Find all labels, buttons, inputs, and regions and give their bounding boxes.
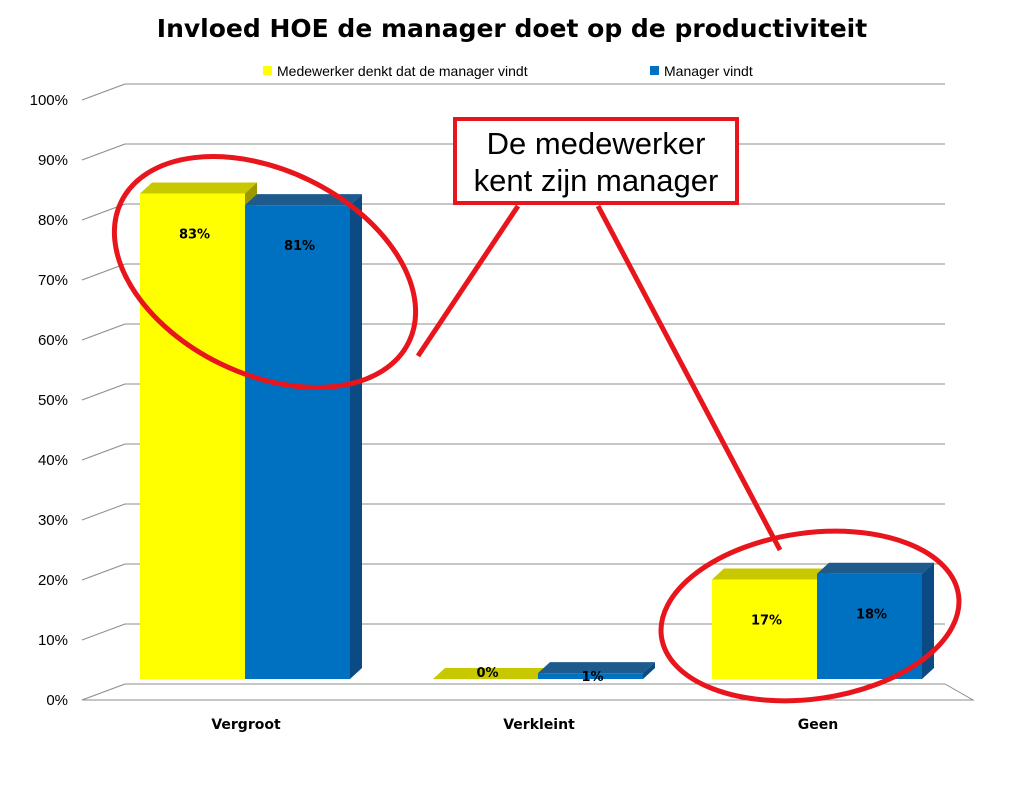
callout-box: De medewerker kent zijn manager: [453, 117, 739, 205]
highlight-ellipse-vergroot: [111, 154, 419, 390]
gridline-depth: [81, 323, 126, 341]
y-tick-label: 70%: [38, 272, 68, 289]
bar: [538, 673, 643, 679]
y-tick-label: 80%: [38, 212, 68, 229]
legend-label-medewerker: Medewerker denkt dat de manager vindt: [277, 63, 528, 79]
y-tick-label: 90%: [38, 152, 68, 169]
floor-edge: [82, 683, 975, 701]
legend-item-medewerker: Medewerker denkt dat de manager vindt: [263, 63, 528, 79]
bar-side: [643, 662, 655, 679]
data-label: 81%: [284, 239, 315, 254]
legend: Medewerker denkt dat de manager vindt Ma…: [0, 63, 1024, 83]
legend-swatch-yellow: [263, 66, 272, 75]
bars: 83% 81% 0% 1% 17% 18%: [140, 182, 934, 685]
x-tick-label: Vergroot: [211, 717, 281, 733]
data-label: 83%: [179, 227, 210, 242]
bar-top: [245, 194, 362, 206]
bar-side: [350, 194, 362, 679]
x-axis-ticks: Vergroot Verkleint Geen: [211, 717, 838, 733]
gridline-depth: [81, 503, 126, 521]
gridline-depth: [81, 383, 126, 401]
data-label: 1%: [581, 670, 603, 685]
bar-top: [538, 662, 655, 674]
callout-line-1: De medewerker: [486, 126, 706, 161]
y-tick-label: 50%: [38, 392, 68, 409]
gridline-depth: [81, 83, 126, 101]
gridline-depth: [81, 143, 126, 161]
bar: [712, 579, 817, 679]
bar-top: [433, 668, 550, 679]
gridline-depth: [81, 623, 126, 641]
y-tick-label: 10%: [38, 632, 68, 649]
connector-line-left: [415, 204, 521, 358]
bar-top: [817, 562, 934, 574]
gridline-depth: [81, 263, 126, 281]
x-tick-label: Verkleint: [503, 717, 575, 733]
gridline-depth: [81, 443, 126, 461]
chart-title: Invloed HOE de manager doet op de produc…: [156, 14, 868, 43]
y-tick-label: 100%: [30, 92, 68, 109]
callout-line-2: kent zijn manager: [473, 163, 719, 198]
data-label: 17%: [751, 614, 782, 629]
legend-item-manager: Manager vindt: [650, 63, 753, 79]
bar-top: [140, 182, 257, 194]
y-axis-ticks: 0% 10% 20% 30% 40% 50% 60% 70% 80% 90% 100%: [30, 92, 68, 709]
gridline-depth: [81, 683, 126, 701]
y-tick-label: 0%: [46, 692, 68, 709]
legend-label-manager: Manager vindt: [664, 63, 753, 79]
data-label: 18%: [856, 608, 887, 623]
y-tick-label: 40%: [38, 452, 68, 469]
y-tick-label: 30%: [38, 512, 68, 529]
y-tick-label: 60%: [38, 332, 68, 349]
annotation-shapes: [111, 154, 962, 704]
data-label: 0%: [476, 666, 498, 681]
bar: [245, 205, 350, 679]
gridline-depth: [81, 563, 126, 581]
connector-line-right: [595, 204, 783, 552]
bar: [140, 193, 245, 679]
bar: [817, 573, 922, 679]
x-tick-label: Geen: [798, 717, 838, 733]
highlight-ellipse-geen: [658, 528, 962, 704]
y-tick-label: 20%: [38, 572, 68, 589]
bar-top: [712, 568, 829, 580]
legend-swatch-blue: [650, 66, 659, 75]
